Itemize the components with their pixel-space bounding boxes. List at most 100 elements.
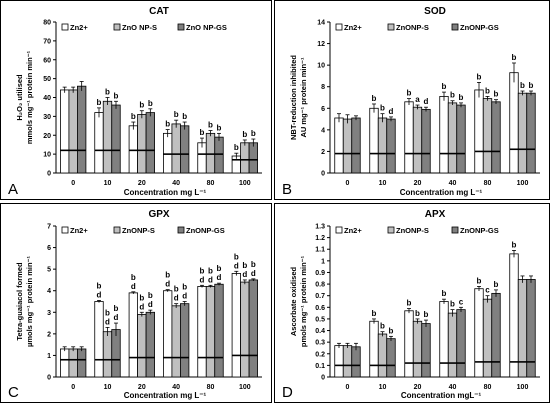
bar: [180, 303, 190, 378]
bar: [60, 89, 70, 174]
y-tick-label: 70: [43, 38, 51, 45]
x-tick-label: 10: [104, 180, 112, 187]
significance-letter: b: [251, 129, 256, 138]
bar: [334, 345, 344, 378]
bar: [386, 338, 396, 378]
significance-letter: d: [242, 270, 247, 279]
significance-letter: a: [415, 95, 420, 104]
significance-letter: b: [131, 112, 136, 121]
significance-letter: b: [234, 252, 239, 261]
bar: [412, 106, 423, 174]
x-tick-label: 100: [239, 384, 251, 391]
y-axis-label: NBT-reduction inhibited: [289, 55, 298, 140]
legend-swatch: [177, 23, 185, 31]
bar: [77, 85, 87, 174]
significance-letter: d: [114, 313, 119, 322]
chart-title: GPX: [148, 209, 169, 220]
bar: [111, 104, 121, 174]
bar: [94, 301, 104, 378]
y-tick-label: 30: [43, 114, 51, 121]
legend-swatch: [113, 226, 121, 234]
bar: [509, 72, 519, 174]
bar: [447, 312, 458, 378]
legend-label: ZnONP-GS: [460, 23, 499, 32]
y-tick-label: 20: [43, 133, 51, 140]
x-tick-label: 100: [517, 180, 529, 187]
significance-letter: b: [114, 304, 119, 313]
bar: [342, 118, 353, 174]
legend-swatch: [387, 226, 395, 234]
significance-letter: b: [477, 72, 482, 81]
significance-letter: d: [148, 300, 153, 309]
significance-letter: b: [139, 293, 144, 302]
y-tick-label: 8: [321, 84, 325, 91]
significance-letter: d: [105, 317, 110, 326]
y-tick-label: 0: [47, 171, 51, 178]
significance-letter: b: [114, 91, 119, 100]
bar: [171, 305, 181, 378]
bar: [60, 348, 70, 378]
chart-title: SOD: [424, 6, 446, 17]
y-tick-label: 0: [321, 171, 325, 178]
y-tick-label: 7: [47, 224, 51, 231]
legend-swatch: [335, 23, 343, 31]
bar: [369, 320, 379, 378]
significance-letter: b: [529, 81, 534, 90]
panel-letter: A: [8, 181, 18, 198]
y-tick-label: 4: [321, 127, 325, 134]
bar: [421, 108, 431, 174]
bar: [386, 118, 396, 174]
significance-letter: b: [208, 121, 213, 130]
y-axis-label-units: mmols mg⁻¹ protein min⁻¹: [25, 50, 34, 144]
chart-title: APX: [425, 209, 446, 220]
significance-letter: d: [208, 275, 213, 284]
bar: [334, 117, 344, 174]
y-axis-label-units: AU mg⁻¹ protein min⁻¹: [299, 57, 308, 137]
significance-letter: b: [139, 101, 144, 110]
significance-letter: b: [415, 309, 420, 318]
bar: [456, 104, 466, 174]
x-tick-label: 10: [104, 384, 112, 391]
chart-title: CAT: [149, 6, 169, 17]
bar: [163, 132, 173, 174]
significance-letter: b: [234, 143, 239, 152]
y-tick-label: 0.1: [315, 363, 325, 370]
bar: [68, 348, 78, 378]
bar: [240, 281, 250, 378]
bar: [77, 348, 87, 378]
bar: [351, 346, 361, 378]
x-tick-label: 40: [449, 180, 457, 187]
y-tick-label: 2: [321, 149, 325, 156]
y-tick-label: 0.7: [315, 293, 325, 300]
bar: [197, 285, 207, 378]
significance-letter: d: [165, 280, 170, 289]
x-axis-label: Concentration mgL⁻¹: [401, 391, 482, 400]
panel-letter: C: [8, 384, 19, 401]
panel-letter: B: [282, 181, 292, 198]
legend-label: ZnO NP-S: [122, 23, 157, 32]
x-tick-label: 80: [207, 180, 215, 187]
significance-letter: b: [208, 266, 213, 275]
bar: [526, 92, 536, 174]
significance-letter: b: [174, 285, 179, 294]
legend-label: ZnO NP-GS: [186, 23, 227, 32]
bar: [145, 311, 155, 378]
x-axis-label: Concentration mg L⁻¹: [400, 188, 483, 197]
bar: [137, 314, 147, 378]
y-axis-label: Tetra-guaiacol formed: [15, 262, 24, 341]
significance-letter: b: [389, 326, 394, 335]
y-tick-label: 0.3: [315, 340, 325, 347]
y-tick-label: 0: [47, 375, 51, 382]
significance-letter: b: [174, 110, 179, 119]
y-tick-label: 5: [47, 267, 51, 274]
significance-letter: b: [494, 90, 499, 99]
bar: [248, 279, 258, 378]
significance-letter: d: [200, 275, 205, 284]
significance-letter: c: [459, 297, 464, 306]
y-tick-label: 0.5: [315, 316, 325, 323]
significance-letter: b: [459, 93, 464, 102]
bar: [248, 142, 258, 174]
y-tick-label: 1.3: [315, 224, 325, 231]
y-tick-label: 12: [317, 41, 325, 48]
